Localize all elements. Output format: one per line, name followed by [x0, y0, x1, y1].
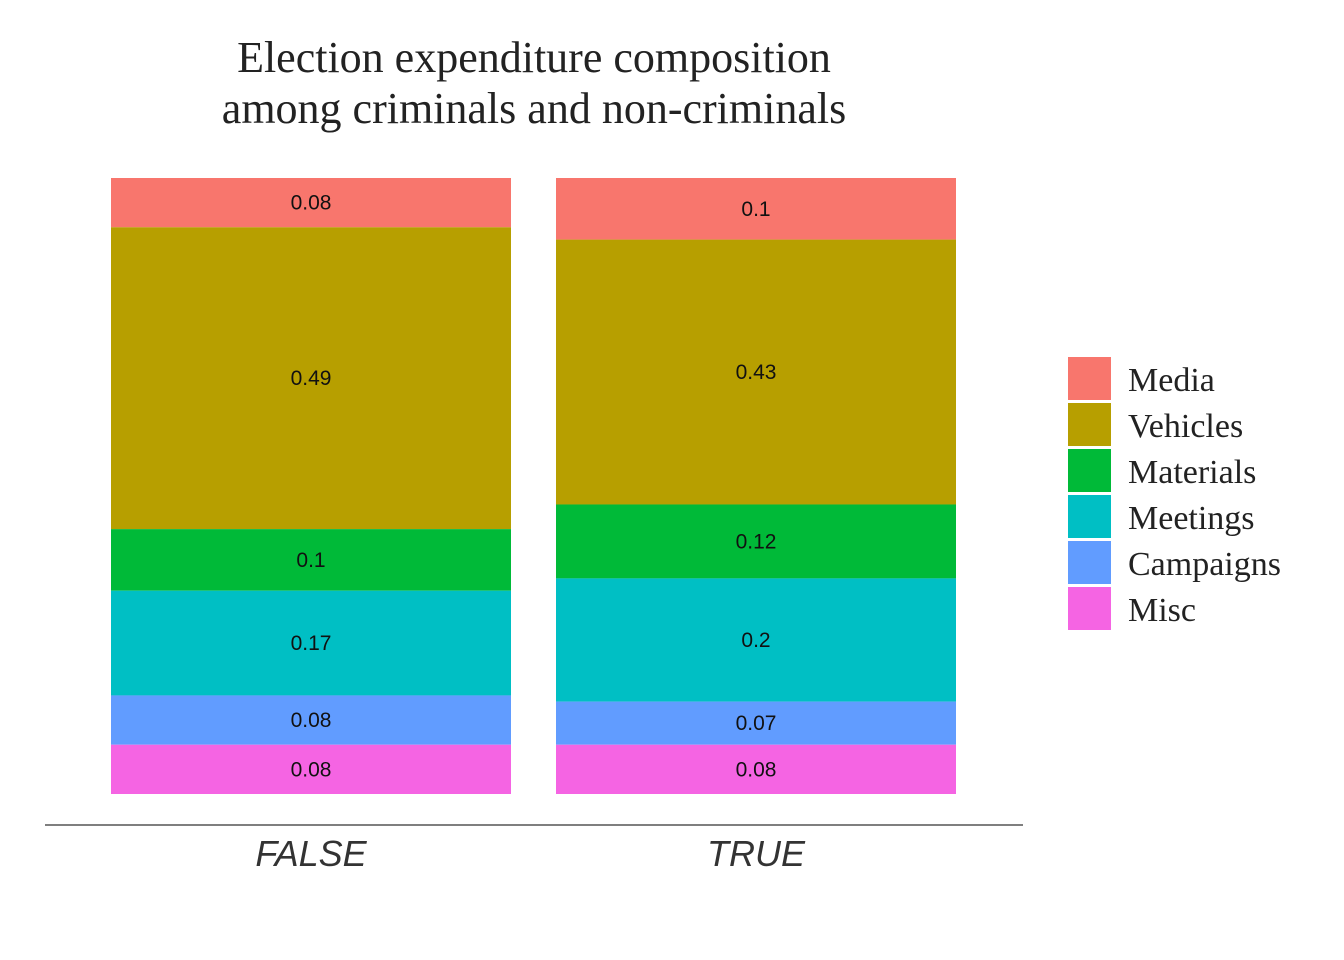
- legend-label-campaigns: Campaigns: [1128, 546, 1281, 583]
- chart-title-line-1: Election expenditure composition: [237, 33, 831, 82]
- bar-segment-media-true: [556, 178, 956, 240]
- legend-label-media: Media: [1128, 362, 1215, 399]
- chart-title-line-2: among criminals and non-criminals: [222, 84, 846, 133]
- bar-segment-meetings-true: [556, 578, 956, 702]
- bar-segment-misc-false: [111, 744, 511, 794]
- bar-segment-vehicles-true: [556, 239, 956, 505]
- data-label-materials-false: 0.1: [296, 549, 325, 572]
- legend-label-materials: Materials: [1128, 454, 1256, 491]
- legend-key-meetings: [1068, 495, 1111, 538]
- bar-segment-vehicles-false: [111, 227, 511, 530]
- segment-labels-group: 0.08 0.49 0.1 0.17 0.08 0.08 0.1 0.43 0.12 0.2 0.0…: [291, 192, 777, 782]
- data-label-campaigns-true: 0.07: [736, 712, 777, 735]
- bar-segment-meetings-false: [111, 590, 511, 696]
- bar-segment-materials-false: [111, 529, 511, 591]
- legend-key-misc: [1068, 587, 1111, 630]
- data-label-meetings-false: 0.17: [291, 632, 332, 655]
- legend: Media Vehicles Materials Meetings Campaigns M…: [1068, 357, 1281, 630]
- legend-key-materials: [1068, 449, 1111, 492]
- data-label-campaigns-false: 0.08: [291, 709, 332, 732]
- data-label-misc-false: 0.08: [291, 758, 332, 781]
- legend-key-campaigns: [1068, 541, 1111, 584]
- legend-label-meetings: Meetings: [1128, 500, 1255, 537]
- bar-segment-campaigns-false: [111, 695, 511, 745]
- data-label-media-false: 0.08: [291, 192, 332, 215]
- bar-segment-campaigns-true: [556, 701, 956, 745]
- bar-segment-materials-true: [556, 504, 956, 579]
- data-label-misc-true: 0.08: [736, 758, 777, 781]
- bar-segment-media-false: [111, 178, 511, 228]
- x-tick-label-true: TRUE: [707, 833, 806, 874]
- data-label-meetings-true: 0.2: [741, 629, 770, 652]
- data-label-materials-true: 0.12: [736, 530, 777, 553]
- bar-segment-misc-true: [556, 744, 956, 794]
- legend-key-media: [1068, 357, 1111, 400]
- x-tick-labels-group: FALSE TRUE: [255, 833, 806, 874]
- x-tick-label-false: FALSE: [255, 833, 367, 874]
- data-label-media-true: 0.1: [741, 198, 770, 221]
- legend-key-vehicles: [1068, 403, 1111, 446]
- data-label-vehicles-false: 0.49: [291, 367, 332, 390]
- legend-label-vehicles: Vehicles: [1128, 408, 1243, 445]
- legend-label-misc: Misc: [1128, 592, 1196, 629]
- bars-group: [111, 178, 956, 794]
- data-label-vehicles-true: 0.43: [736, 361, 777, 384]
